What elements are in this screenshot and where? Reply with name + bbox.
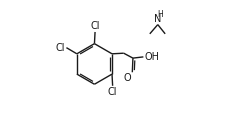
Text: H: H: [157, 10, 163, 19]
Text: Cl: Cl: [55, 43, 65, 53]
Text: N: N: [154, 14, 161, 24]
Text: Cl: Cl: [108, 87, 117, 97]
Text: O: O: [123, 73, 131, 83]
Text: Cl: Cl: [90, 21, 100, 31]
Text: OH: OH: [144, 52, 159, 62]
